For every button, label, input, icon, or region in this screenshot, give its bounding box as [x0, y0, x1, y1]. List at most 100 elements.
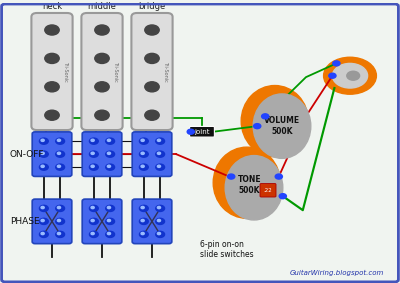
Circle shape: [91, 139, 94, 142]
Circle shape: [141, 152, 144, 155]
Circle shape: [107, 165, 110, 168]
Circle shape: [40, 138, 48, 144]
Circle shape: [156, 231, 164, 237]
Circle shape: [156, 205, 164, 211]
Circle shape: [141, 206, 144, 209]
Circle shape: [140, 205, 148, 211]
Circle shape: [90, 138, 98, 144]
Circle shape: [57, 152, 60, 155]
Circle shape: [157, 152, 160, 155]
Circle shape: [91, 232, 94, 235]
FancyBboxPatch shape: [132, 132, 172, 176]
FancyBboxPatch shape: [132, 199, 172, 244]
Circle shape: [228, 174, 235, 179]
Circle shape: [90, 164, 98, 170]
Text: VOLUME
500K: VOLUME 500K: [264, 116, 300, 136]
Circle shape: [141, 232, 144, 235]
Circle shape: [45, 82, 59, 92]
Circle shape: [106, 138, 114, 144]
Circle shape: [40, 231, 48, 237]
Circle shape: [156, 138, 164, 144]
Circle shape: [279, 194, 286, 199]
Circle shape: [140, 231, 148, 237]
Circle shape: [56, 151, 64, 157]
Circle shape: [332, 63, 368, 88]
Text: neck: neck: [42, 2, 62, 11]
Circle shape: [141, 139, 144, 142]
Text: PHASE: PHASE: [10, 217, 40, 226]
Text: Tri-Sonic: Tri-Sonic: [113, 61, 118, 82]
Text: Tri-Sonic: Tri-Sonic: [63, 61, 68, 82]
Text: ON-OFF: ON-OFF: [10, 150, 44, 159]
Circle shape: [57, 206, 60, 209]
Circle shape: [156, 164, 164, 170]
Circle shape: [140, 138, 148, 144]
Circle shape: [333, 61, 340, 66]
Ellipse shape: [241, 85, 308, 157]
Circle shape: [262, 114, 269, 119]
Circle shape: [40, 205, 48, 211]
Circle shape: [106, 164, 114, 170]
Circle shape: [157, 232, 160, 235]
Ellipse shape: [225, 156, 283, 220]
Circle shape: [91, 206, 94, 209]
Circle shape: [57, 139, 60, 142]
Circle shape: [40, 164, 48, 170]
Circle shape: [106, 231, 114, 237]
Circle shape: [106, 151, 114, 157]
Text: 6-pin on-on
slide switches: 6-pin on-on slide switches: [200, 240, 254, 259]
Circle shape: [56, 231, 64, 237]
Circle shape: [56, 138, 64, 144]
Circle shape: [107, 139, 110, 142]
FancyBboxPatch shape: [32, 132, 72, 176]
FancyBboxPatch shape: [32, 199, 72, 244]
Circle shape: [141, 165, 144, 168]
Circle shape: [91, 165, 94, 168]
Circle shape: [107, 219, 110, 222]
FancyBboxPatch shape: [82, 199, 122, 244]
Circle shape: [90, 205, 98, 211]
Circle shape: [41, 139, 44, 142]
Circle shape: [156, 151, 164, 157]
Circle shape: [41, 232, 44, 235]
Circle shape: [57, 165, 60, 168]
Circle shape: [90, 231, 98, 237]
Circle shape: [324, 57, 376, 94]
Circle shape: [40, 218, 48, 224]
Circle shape: [145, 25, 159, 35]
Circle shape: [156, 218, 164, 224]
Circle shape: [41, 165, 44, 168]
Circle shape: [254, 124, 261, 129]
Circle shape: [329, 73, 336, 78]
Circle shape: [141, 219, 144, 222]
Circle shape: [57, 219, 60, 222]
Circle shape: [41, 206, 44, 209]
Circle shape: [145, 53, 159, 63]
Circle shape: [107, 152, 110, 155]
FancyBboxPatch shape: [82, 132, 122, 176]
Circle shape: [140, 164, 148, 170]
Circle shape: [95, 25, 109, 35]
Text: joint: joint: [194, 129, 210, 135]
Circle shape: [145, 82, 159, 92]
FancyBboxPatch shape: [190, 127, 214, 137]
Circle shape: [57, 232, 60, 235]
Circle shape: [56, 218, 64, 224]
Circle shape: [90, 151, 98, 157]
Circle shape: [95, 53, 109, 63]
FancyBboxPatch shape: [260, 184, 276, 197]
Circle shape: [106, 218, 114, 224]
Ellipse shape: [253, 94, 311, 158]
Circle shape: [45, 25, 59, 35]
Circle shape: [140, 218, 148, 224]
Circle shape: [91, 152, 94, 155]
Circle shape: [56, 164, 64, 170]
Circle shape: [347, 71, 360, 80]
Text: middle: middle: [88, 2, 116, 11]
FancyBboxPatch shape: [82, 13, 122, 130]
Text: Tri-Sonic: Tri-Sonic: [163, 61, 168, 82]
Text: GuitarWiring.blogspot.com: GuitarWiring.blogspot.com: [290, 270, 384, 276]
FancyBboxPatch shape: [31, 13, 73, 130]
Circle shape: [157, 206, 160, 209]
Circle shape: [40, 151, 48, 157]
